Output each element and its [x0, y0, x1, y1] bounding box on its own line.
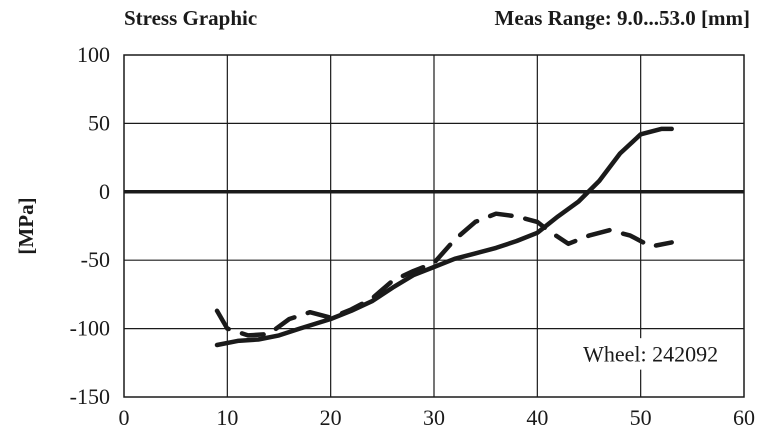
y-tick-label: -150 [70, 384, 110, 409]
y-axis-label: [MPa] [14, 197, 38, 254]
y-tick-label: 50 [88, 110, 110, 135]
chart-subtitle: Meas Range: 9.0...53.0 [mm] [494, 6, 750, 30]
y-tick-label: 100 [77, 42, 110, 67]
solid-series-line [214, 126, 674, 348]
x-tick-label: 40 [526, 405, 548, 430]
tick-labels: 0 10 20 30 40 50 60 100 50 0 -50 -100 -150 [70, 42, 755, 430]
annotation-box [565, 338, 741, 370]
x-tick-label: 60 [733, 405, 755, 430]
x-tick-label: 10 [216, 405, 238, 430]
y-tick-label: -50 [81, 247, 110, 272]
y-tick-label: 0 [99, 179, 110, 204]
dashed-series-line [214, 211, 674, 338]
x-tick-label: 20 [320, 405, 342, 430]
x-tick-label: 50 [630, 405, 652, 430]
chart-title: Stress Graphic [124, 6, 258, 30]
x-tick-label: 30 [423, 405, 445, 430]
y-tick-label: -100 [70, 316, 110, 341]
x-tick-label: 0 [119, 405, 130, 430]
plot-lines [214, 126, 674, 348]
wheel-annotation: Wheel: 242092 [583, 341, 718, 366]
